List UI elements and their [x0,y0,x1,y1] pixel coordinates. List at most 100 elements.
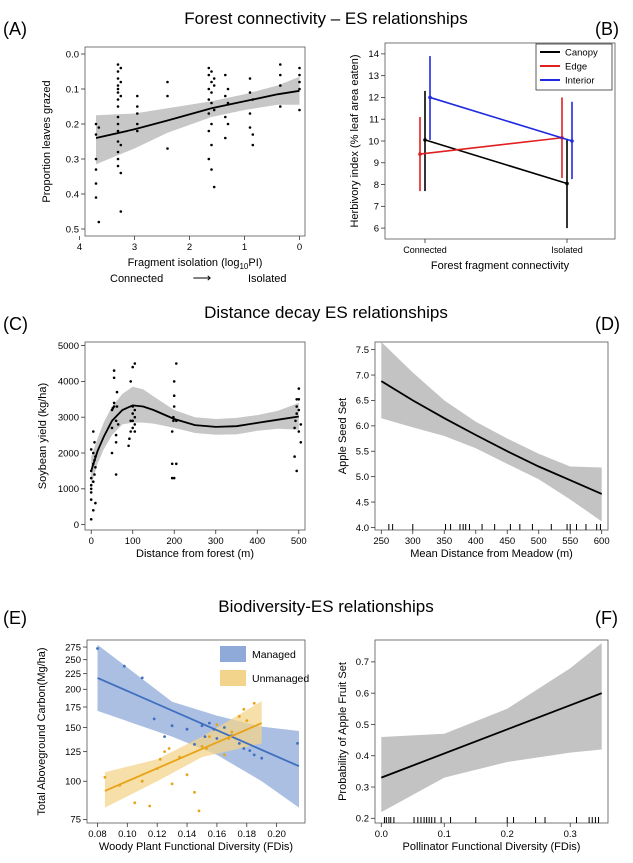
y-tick-label: 250 [65,655,81,666]
data-point-managed [223,726,226,729]
y-tick-label: 9 [374,158,379,169]
x-axis-label: Forest fragment connectivity [431,260,570,272]
confidence-band [381,342,602,522]
legend-label-managed: Managed [252,649,296,661]
x-axis-isolated-label: Isolated [248,273,287,285]
data-point-unmanaged [230,730,234,734]
y-axis-label: Herbivory index (% leaf area eaten) [349,54,361,227]
y-tick-label: 0 [74,520,79,531]
x-tick-label: 100 [125,536,141,547]
data-point [116,157,120,161]
data-point [89,476,93,480]
data-point-managed [193,743,196,746]
y-tick-label: 7.5 [356,345,369,356]
y-tick-label: 1000 [58,484,79,495]
x-tick-label: 0.20 [267,829,286,840]
legend-swatch-unmanaged [220,670,246,686]
y-axis-label: Probability of Apple Fruit Set [337,662,349,801]
data-point [170,462,174,466]
x-tick-label: 400 [249,536,265,547]
data-point [295,412,299,415]
data-point-unmanaged [245,719,249,722]
data-point [212,108,216,112]
y-tick-label: 4.0 [356,523,369,534]
data-point-managed [163,735,167,738]
data-point [136,122,139,126]
data-point [210,80,213,84]
data-point-unmanaged [227,737,231,740]
data-point [119,94,123,98]
y-tick-label: 6.5 [356,396,369,407]
x-axis-label: Mean Distance from Meadow (m) [410,548,573,560]
data-point [89,448,93,451]
data-point [133,362,137,365]
data-point [133,430,137,433]
panel-letter-b: (B) [595,19,619,39]
panel-letter-d: (D) [595,314,620,334]
data-point [92,509,95,512]
confidence-band [91,386,299,486]
fit-line [380,692,603,779]
y-tick-label: 0.5 [356,720,369,731]
x-axis-connected-label: Connected [110,273,163,285]
data-point [114,433,118,437]
data-point [89,483,93,487]
x-tick-label: 0.12 [148,829,167,840]
data-point [133,408,137,412]
data-point-unmanaged [178,755,182,759]
y-tick-label: 0.4 [66,189,79,200]
data-point [131,412,134,415]
legend-label-edge: Edge [565,62,587,73]
data-point [112,401,116,405]
data-point [226,122,230,126]
panel-b-chart: Connected Isolated 6 7 8 9 10 11 12 13 14 Forest fr… [349,42,616,272]
data-point [210,168,213,171]
data-point [207,157,211,161]
data-point [131,426,134,430]
data-point [279,105,282,108]
data-point [116,63,120,66]
data-point [207,66,211,70]
fit-line [90,404,299,472]
y-tick-label: 0.2 [356,814,369,825]
y-tick-label: 175 [65,702,81,713]
data-point [298,80,301,84]
y-tick-label: 2000 [58,448,79,459]
y-tick-label: 75 [70,815,81,826]
data-point [129,380,132,383]
data-point-managed [208,721,211,725]
x-tick-label: 550 [562,536,578,547]
data-point-unmanaged [193,790,196,794]
data-point [297,398,301,401]
data-point-unmanaged [163,750,167,753]
data-point [293,426,296,430]
x-tick-label: 450 [499,536,515,547]
data-point [119,66,123,70]
data-point [114,441,118,444]
x-tick-label: 0.0 [375,829,388,840]
x-tick-label: 0.16 [208,829,227,840]
x-tick-label: 0.1 [438,829,451,840]
data-point [89,491,93,494]
y-tick-label: 7 [374,202,379,213]
panel-letter-a: (A) [3,19,27,39]
data-point-unmanaged [215,723,219,727]
y-tick-label: 4.5 [356,497,369,508]
data-point [248,91,252,94]
data-point [129,419,132,423]
data-point [94,501,97,505]
y-tick-label: 275 [65,642,81,653]
data-point [172,394,176,398]
x-tick-label: 0.2 [501,829,514,840]
data-point-managed [237,742,241,745]
y-tick-label: 5.0 [356,472,369,483]
data-point-unmanaged [200,745,204,748]
y-tick-label: 0.4 [356,751,369,762]
data-point [210,91,213,94]
y-tick-label: 0.3 [66,154,79,165]
data-point-managed [212,727,216,731]
data-point-unmanaged [252,701,256,705]
data-point [226,87,230,91]
panel-c-chart: 0 100 200 300 400 500010002000300040005000Dis… [37,341,307,560]
